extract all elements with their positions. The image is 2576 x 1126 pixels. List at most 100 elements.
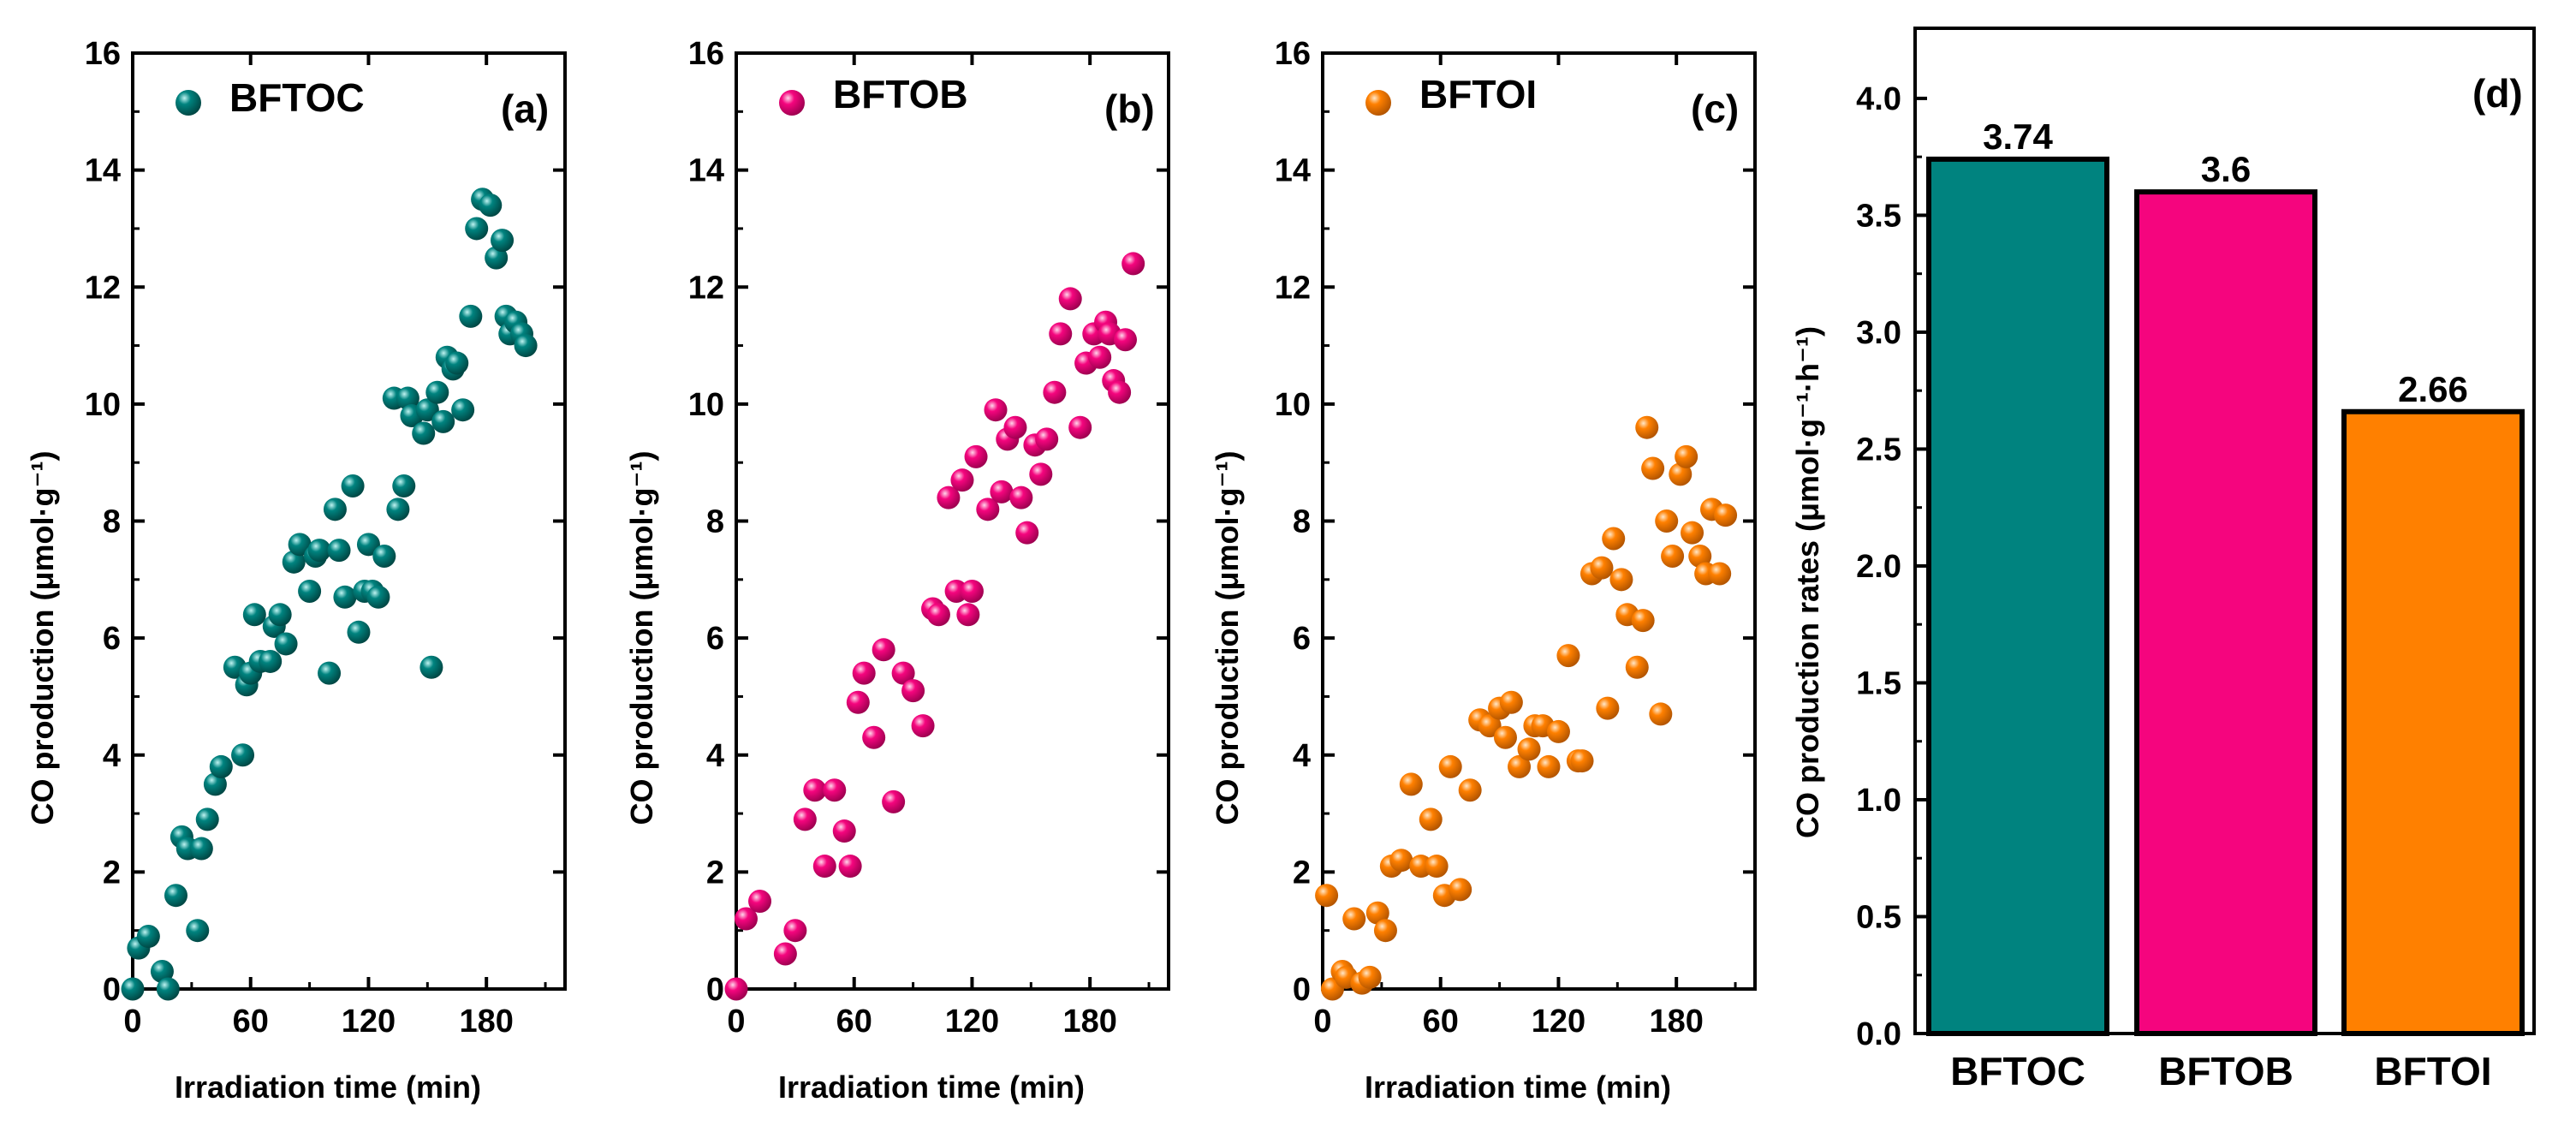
panel-c-data-point	[1546, 719, 1570, 743]
panel-c-data-point	[1419, 807, 1443, 831]
bar-bftoi-category-label: BFTOI	[2374, 1049, 2491, 1093]
panel-c-data-point	[1373, 919, 1397, 943]
panel-a-data-point	[298, 579, 322, 603]
panel-c-y-tick-label: 10	[1275, 387, 1311, 423]
panel-b-tag: (b)	[1104, 86, 1155, 131]
panel-b-data-point	[1058, 287, 1082, 311]
panel-b-data-point	[803, 778, 827, 802]
panel-c-data-point	[1655, 509, 1679, 533]
panel-a-x-tick-label: 0	[123, 1004, 141, 1040]
panel-b-data-point	[926, 603, 950, 627]
panel-b-y-tick-label: 16	[688, 36, 724, 72]
panel-c-data-point	[1681, 521, 1704, 545]
panel-b-data-point	[812, 855, 836, 879]
panel-b-data-point	[872, 638, 895, 662]
panel-b-data-point	[956, 603, 980, 627]
panel-d-y-tick-label: 3.5	[1856, 198, 1901, 234]
panel-a-data-point	[231, 743, 255, 767]
panel-b-plot-frame	[735, 51, 1170, 991]
panel-b-data-point	[1114, 328, 1137, 352]
panel-b-data-point	[1003, 415, 1027, 439]
panel-a-data-point	[156, 977, 180, 1001]
panel-d-y-tick-label: 1.0	[1856, 783, 1901, 819]
panel-b-x-tick-label: 0	[727, 1004, 745, 1040]
panel-b-data-point	[882, 789, 906, 813]
panel-a-data-point	[356, 533, 380, 557]
panel-c-data-point	[1669, 462, 1693, 486]
panel-a-x-tick-label: 120	[342, 1004, 396, 1040]
panel-b-y-tick-label: 0	[706, 972, 724, 1008]
panel-a-data-point	[431, 409, 455, 433]
panel-d-tag: (d)	[2472, 71, 2523, 116]
panel-c-data-point	[1499, 690, 1523, 714]
panel-c-data-point	[1556, 644, 1580, 668]
panel-c-x-tick-label: 60	[1423, 1004, 1459, 1040]
panel-b-y-tick-label: 4	[706, 738, 724, 774]
panel-c-y-tick-label: 6	[1293, 621, 1311, 657]
panel-b-data-point	[838, 855, 862, 879]
panel-b-y-tick-label: 6	[706, 621, 724, 657]
panel-b-data-point	[1015, 521, 1039, 545]
panel-b-data-point	[891, 661, 915, 685]
panel-d-y-tick-label: 0.5	[1856, 899, 1901, 935]
panel-b-legend-marker	[779, 90, 805, 116]
panel-b-data-point	[1108, 380, 1132, 404]
panel-c-data-point	[1596, 696, 1620, 720]
panel-d-y-tick-label: 0.0	[1856, 1016, 1901, 1052]
panel-c-y-tick-label: 12	[1275, 270, 1311, 306]
panel-c-legend-marker	[1365, 90, 1391, 116]
panel-b-data-point	[1121, 252, 1145, 276]
panel-a-data-point	[307, 539, 331, 563]
panel-b-data-point	[734, 907, 758, 931]
panel-c-data-point	[1365, 901, 1389, 925]
panel-b-data-point	[937, 486, 961, 509]
panel-c-x-axis-title: Irradiation time (min)	[1365, 1069, 1671, 1105]
panel-b-data-point	[1043, 380, 1067, 404]
panel-b-data-point	[901, 679, 925, 703]
panel-a-data-point	[341, 474, 365, 498]
panel-c-plot-frame	[1321, 51, 1757, 991]
panel-a-data-point	[282, 550, 306, 574]
panel-d-y-axis-title: CO production rates (μmol·g⁻¹·h⁻¹)	[1790, 326, 1825, 838]
panel-c-data-point	[1399, 772, 1423, 796]
panel-c-data-point	[1508, 754, 1532, 778]
panel-d-y-tick-label: 2.5	[1856, 432, 1901, 468]
panel-b-data-point	[1009, 486, 1033, 509]
panel-a-data-point	[386, 497, 410, 521]
bar-bftob	[2134, 189, 2317, 1036]
panel-c-data-point	[1389, 849, 1413, 873]
panel-c-x-tick-label: 120	[1532, 1004, 1585, 1040]
panel-b-y-tick-label: 12	[688, 270, 724, 306]
panel-b-data-point	[964, 444, 988, 468]
panel-a-data-point	[259, 649, 283, 673]
panel-b-data-point	[832, 819, 856, 843]
panel-b-data-point	[1049, 322, 1073, 346]
panel-a-data-point	[288, 533, 312, 557]
panel-c-x-tick-label: 0	[1313, 1004, 1331, 1040]
panel-c-data-point	[1517, 737, 1541, 761]
panel-a-data-point	[445, 351, 469, 375]
panel-b-data-point	[950, 468, 974, 492]
panel-b-x-axis-title: Irradiation time (min)	[778, 1069, 1085, 1105]
bar-bftoi	[2341, 408, 2525, 1037]
panel-c-tag: (c)	[1691, 86, 1739, 131]
panel-c-data-point	[1478, 714, 1502, 738]
bar-bftoc-category-label: BFTOC	[1950, 1049, 2085, 1093]
panel-b-y-tick-label: 14	[688, 153, 724, 189]
panel-c-y-tick-label: 0	[1293, 972, 1311, 1008]
panel-b-data-point	[976, 497, 1000, 521]
panel-a-y-axis-title: CO production (μmol·g⁻¹)	[25, 451, 60, 825]
panel-b-data-point	[852, 661, 876, 685]
panel-c-data-point	[1590, 556, 1614, 580]
panel-c-data-point	[1570, 749, 1594, 773]
panel-b-y-tick-label: 2	[706, 855, 724, 891]
panel-a-y-tick-label: 16	[85, 36, 121, 72]
panel-a-data-point	[479, 194, 503, 217]
panel-a-data-point	[136, 925, 160, 949]
panel-b-data-point	[1035, 427, 1059, 451]
panel-b-data-point	[1088, 345, 1112, 369]
bar-bftoc	[1926, 156, 2109, 1037]
panel-c-data-point	[1315, 884, 1339, 908]
panel-a-y-tick-label: 0	[103, 972, 121, 1008]
panel-c-data-point	[1641, 456, 1665, 480]
